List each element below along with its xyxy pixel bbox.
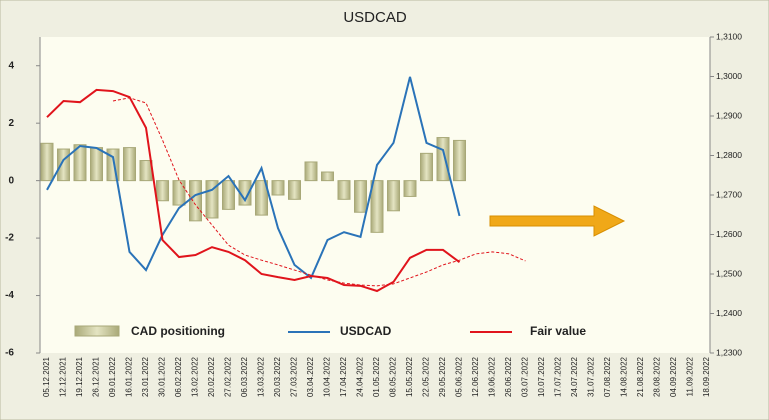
bar [370, 180, 384, 233]
bar [354, 180, 367, 213]
x-tick-label: 20.02.2022 [207, 356, 216, 397]
bar [420, 152, 433, 182]
bar [288, 180, 301, 200]
bar [403, 180, 417, 197]
bar [222, 180, 235, 210]
bar [321, 171, 334, 182]
arrow [489, 205, 626, 237]
legend-label: Fair value [530, 324, 586, 338]
x-tick-label: 13.03.2022 [257, 356, 266, 397]
x-tick-label: 17.07.2022 [554, 356, 563, 397]
y2-tick-label: 1,2700 [716, 189, 742, 199]
x-tick-label: 26.12.2021 [92, 356, 101, 397]
bar [40, 142, 54, 182]
x-tick-label: 10.04.2022 [323, 356, 332, 397]
x-tick-label: 05.06.2022 [455, 356, 464, 397]
x-tick-label: 06.03.2022 [240, 356, 249, 397]
line [46, 76, 461, 280]
x-tick-label: 10.07.2022 [537, 356, 546, 397]
x-tick-label: 12.06.2022 [471, 356, 480, 397]
y-tick-label: 2 [8, 118, 14, 129]
x-tick-label: 27.02.2022 [224, 356, 233, 397]
x-tick-label: 20.03.2022 [273, 356, 282, 397]
bar [139, 160, 153, 182]
bar [255, 180, 268, 216]
chart-title: USDCAD [343, 9, 407, 26]
y2-tick-label: 1,2900 [716, 110, 742, 120]
x-tick-label: 14.08.2022 [620, 356, 629, 397]
bar [436, 137, 450, 182]
x-tick-label: 12.12.2021 [59, 356, 68, 397]
x-tick-label: 09.01.2022 [108, 356, 117, 397]
y-tick-label: -2 [5, 233, 14, 244]
x-tick-label: 19.12.2021 [75, 356, 84, 397]
x-tick-label: 19.06.2022 [488, 356, 497, 397]
y-tick-label: 0 [8, 175, 14, 186]
x-tick-label: 16.01.2022 [125, 356, 134, 397]
bar [172, 180, 186, 206]
bar [156, 180, 169, 202]
bar [387, 180, 400, 212]
x-tick-label: 26.06.2022 [504, 356, 513, 397]
bar [304, 161, 318, 182]
bar [453, 139, 466, 182]
y2-tick-label: 1,3000 [716, 71, 742, 81]
x-tick-label: 03.07.2022 [521, 356, 530, 397]
x-tick-label: 28.08.2022 [653, 356, 662, 397]
bar [90, 147, 103, 182]
y-tick-label: -4 [5, 290, 14, 301]
dashed-line [112, 97, 526, 287]
x-tick-label: 24.07.2022 [570, 356, 579, 397]
bar [73, 144, 87, 182]
legend-swatch [74, 325, 120, 337]
bar [189, 180, 202, 222]
x-tick-label: 29.05.2022 [438, 356, 447, 397]
y2-tick-label: 1,2300 [716, 347, 742, 357]
line [46, 88, 461, 293]
y2-tick-label: 1,2800 [716, 150, 742, 160]
x-tick-label: 18.09.2022 [702, 356, 711, 397]
bar [337, 180, 351, 200]
x-tick-label: 27.03.2022 [290, 356, 299, 397]
x-tick-label: 21.08.2022 [636, 356, 645, 397]
x-tick-label: 31.07.2022 [587, 356, 596, 397]
x-tick-label: 07.08.2022 [603, 356, 612, 397]
y2-tick-label: 1,2500 [716, 268, 742, 278]
y2-tick-label: 1,2400 [716, 308, 742, 318]
x-tick-label: 05.12.2021 [42, 356, 51, 397]
x-tick-label: 04.09.2022 [669, 356, 678, 397]
x-tick-label: 06.02.2022 [174, 356, 183, 397]
y2-tick-label: 1,3100 [716, 31, 742, 41]
x-tick-label: 08.05.2022 [389, 356, 398, 397]
x-tick-label: 03.04.2022 [306, 356, 315, 397]
y-tick-label: 4 [8, 60, 14, 71]
y-tick-label: -6 [5, 348, 14, 359]
x-tick-label: 13.02.2022 [191, 356, 200, 397]
x-tick-label: 01.05.2022 [372, 356, 381, 397]
legend: CAD positioning USDCAD Fair value [74, 324, 586, 338]
x-tick-label: 17.04.2022 [339, 356, 348, 397]
x-tick-label: 22.05.2022 [422, 356, 431, 397]
x-tick-label: 11.09.2022 [686, 356, 695, 396]
x-tick-label: 30.01.2022 [158, 356, 167, 397]
bar [271, 180, 285, 196]
x-tick-label: 23.01.2022 [141, 356, 150, 397]
bar [123, 147, 136, 182]
y2-tick-label: 1,2600 [716, 229, 742, 239]
x-tick-label: 15.05.2022 [405, 356, 414, 397]
legend-label: USDCAD [340, 324, 392, 338]
x-tick-label: 24.04.2022 [356, 356, 365, 397]
legend-label: CAD positioning [131, 324, 225, 338]
bar [57, 148, 70, 182]
